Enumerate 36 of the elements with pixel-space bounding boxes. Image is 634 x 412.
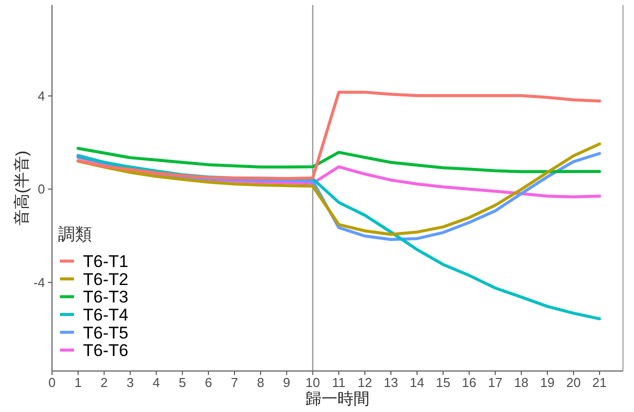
x-tick-label: 19 bbox=[540, 375, 555, 390]
line-series bbox=[76, 146, 602, 174]
legend-label: T6-T2 bbox=[83, 270, 128, 289]
x-tick-label: 18 bbox=[514, 375, 529, 390]
x-tick-label: 13 bbox=[384, 375, 398, 390]
x-tick-label: 21 bbox=[592, 375, 607, 390]
x-tick-label: 15 bbox=[436, 375, 450, 390]
x-tick-label: 1 bbox=[74, 375, 82, 390]
x-tick-label: 10 bbox=[305, 375, 320, 390]
x-tick-label: 5 bbox=[178, 375, 186, 390]
x-tick-label: 12 bbox=[358, 375, 372, 390]
legend-label: T6-T1 bbox=[83, 252, 128, 272]
legend-label: T6-T5 bbox=[83, 323, 128, 342]
y-tick-label: 4 bbox=[38, 88, 45, 104]
x-tick-label: 11 bbox=[332, 375, 346, 390]
x-tick-label: 16 bbox=[462, 375, 476, 390]
x-tick-label: 0 bbox=[48, 375, 56, 390]
y-tick-label: 0 bbox=[38, 182, 45, 197]
x-tick-label: 14 bbox=[410, 375, 424, 390]
legend-label: T6-T3 bbox=[83, 288, 128, 307]
x-tick-label: 3 bbox=[126, 375, 134, 390]
legend-title: 調類 bbox=[58, 225, 92, 244]
y-tick-label: -4 bbox=[33, 274, 45, 290]
legend-label: T6-T4 bbox=[83, 306, 128, 324]
x-axis-title: 歸一時間 bbox=[306, 390, 370, 408]
x-tick-label: 2 bbox=[100, 375, 108, 390]
x-tick-label: 4 bbox=[152, 375, 160, 390]
x-tick-label: 7 bbox=[230, 375, 238, 390]
y-axis-title: 音高(半音) bbox=[13, 150, 31, 226]
x-tick-label: 6 bbox=[204, 375, 212, 390]
x-tick-label: 8 bbox=[256, 375, 264, 390]
legend-label: T6-T6 bbox=[83, 341, 128, 360]
line-series bbox=[76, 90, 602, 180]
x-tick-label: 20 bbox=[566, 375, 581, 390]
x-tick-label: 17 bbox=[488, 375, 502, 390]
x-tick-label: 9 bbox=[283, 375, 290, 390]
